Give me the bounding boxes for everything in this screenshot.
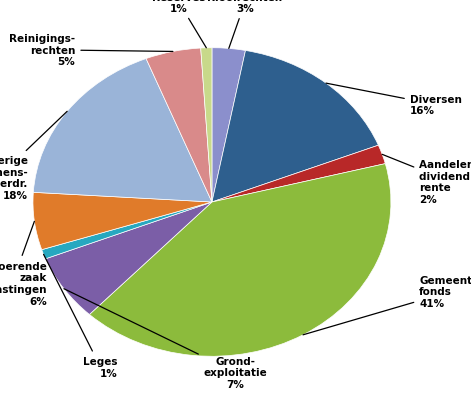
Text: Gemeente-
fonds
41%: Gemeente- fonds 41%	[303, 275, 471, 335]
Text: Overige
inkomens-
overdr.
18%: Overige inkomens- overdr. 18%	[0, 112, 67, 200]
Text: Onroerende
zaak
belastingen
6%: Onroerende zaak belastingen 6%	[0, 222, 47, 306]
Wedge shape	[146, 49, 212, 202]
Text: Grond-
exploitatie
7%: Grond- exploitatie 7%	[64, 289, 268, 389]
Wedge shape	[212, 51, 378, 202]
Text: Rioolrechten
3%: Rioolrechten 3%	[207, 0, 283, 49]
Text: Reinigings-
rechten
5%: Reinigings- rechten 5%	[9, 34, 173, 67]
Text: Diversen
16%: Diversen 16%	[326, 84, 462, 116]
Wedge shape	[201, 49, 212, 202]
Text: Leges
1%: Leges 1%	[43, 255, 118, 378]
Text: Aandelen /
dividend /
rente
2%: Aandelen / dividend / rente 2%	[382, 155, 471, 205]
Wedge shape	[212, 146, 385, 202]
Wedge shape	[212, 49, 245, 202]
Wedge shape	[42, 202, 212, 259]
Wedge shape	[33, 60, 212, 202]
Text: Reserves
1%: Reserves 1%	[152, 0, 206, 49]
Wedge shape	[89, 164, 391, 356]
Wedge shape	[33, 193, 212, 250]
Wedge shape	[46, 202, 212, 315]
